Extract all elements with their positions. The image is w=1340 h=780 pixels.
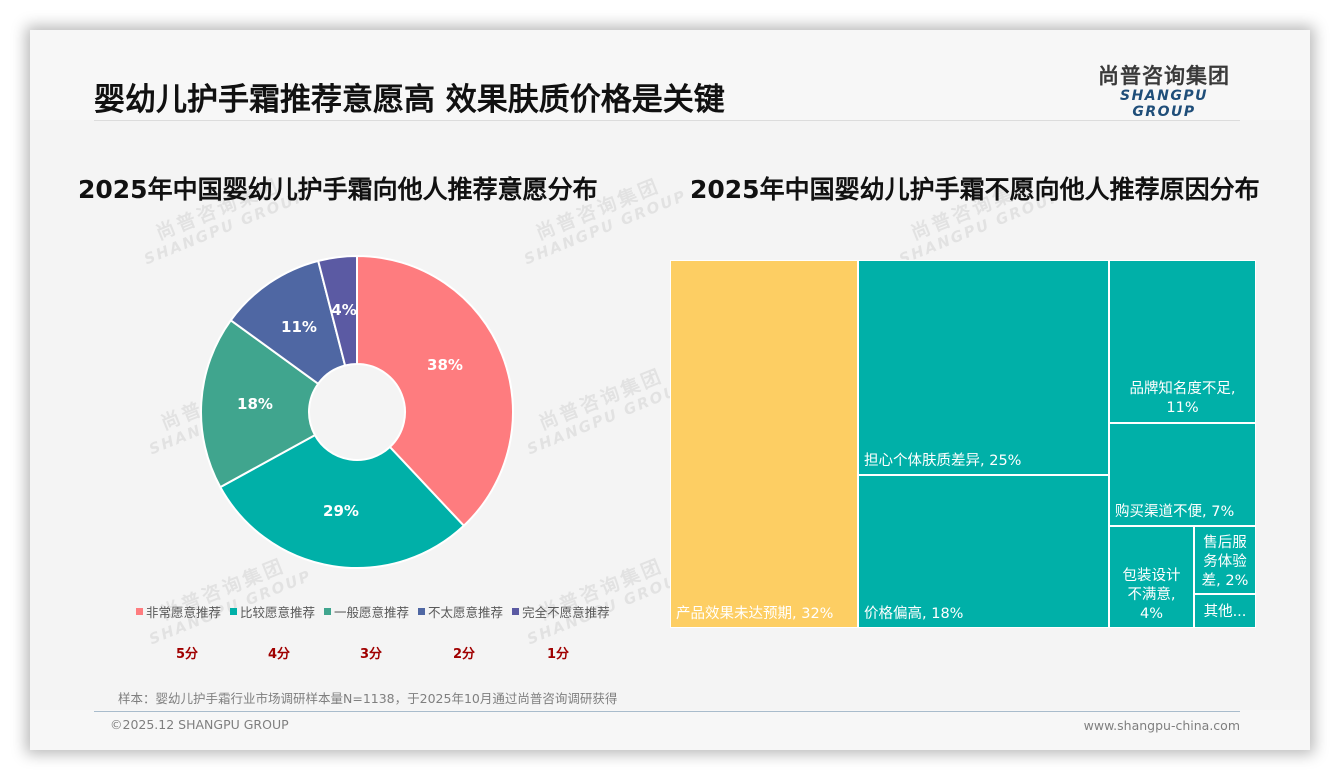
footer-band bbox=[30, 710, 1310, 750]
legend-item: 非常愿意推荐 bbox=[136, 602, 221, 621]
legend-item: 不太愿意推荐 bbox=[418, 602, 503, 621]
legend-item: 完全不愿意推荐 bbox=[512, 602, 610, 621]
score-label: 5分 bbox=[175, 647, 199, 662]
treemap-chart: 产品效果未达预期, 32% 担心个体肤质差异, 25% 价格偏高, 18% 品牌… bbox=[670, 260, 1256, 628]
title-divider bbox=[94, 120, 1240, 121]
legend-swatch-icon bbox=[136, 608, 143, 615]
score-label: 2分 bbox=[452, 647, 476, 662]
donut-slice bbox=[356, 254, 514, 528]
company-logo: 尚普咨询集团 SHANGPU GROUP bbox=[1088, 64, 1240, 120]
treemap-tile: 售后服 务体验 差, 2% bbox=[1194, 526, 1256, 594]
legend-item: 一般愿意推荐 bbox=[324, 602, 409, 621]
logo-en: SHANGPU GROUP bbox=[1120, 88, 1208, 120]
legend-swatch-icon bbox=[230, 608, 238, 615]
treemap-tile: 价格偏高, 18% bbox=[858, 475, 1109, 628]
legend-swatch-icon bbox=[418, 608, 426, 615]
logo-cn: 尚普咨询集团 bbox=[1098, 64, 1230, 88]
footer-divider bbox=[94, 711, 1240, 712]
slice-label: 4% bbox=[331, 301, 357, 319]
treemap-tile: 产品效果未达预期, 32% bbox=[670, 260, 858, 628]
donut-chart bbox=[200, 254, 514, 569]
donut-legend: 非常愿意推荐 比较愿意推荐 一般愿意推荐 不太愿意推荐 完全不愿意推荐 bbox=[136, 602, 610, 621]
treemap-tile: 包装设计 不满意, 4% bbox=[1109, 526, 1194, 628]
legend-swatch-icon bbox=[512, 608, 520, 615]
website-link: www.shangpu-china.com bbox=[1083, 718, 1240, 733]
slide: 婴幼儿护手霜推荐意愿高 效果肤质价格是关键 尚普咨询集团 SHANGPU GRO… bbox=[30, 30, 1310, 750]
treemap-chart-title: 2025年中国婴幼儿护手霜不愿向他人推荐原因分布 bbox=[690, 175, 1260, 204]
slice-label: 38% bbox=[427, 356, 463, 374]
copyright: ©2025.12 SHANGPU GROUP bbox=[110, 717, 289, 732]
slice-label: 18% bbox=[237, 395, 273, 413]
page-title: 婴幼儿护手霜推荐意愿高 效果肤质价格是关键 bbox=[94, 82, 725, 118]
header-band bbox=[30, 30, 1310, 120]
score-label: 1分 bbox=[546, 647, 570, 662]
treemap-tile: 购买渠道不便, 7% bbox=[1109, 423, 1256, 526]
score-label: 3分 bbox=[359, 647, 383, 662]
slice-label: 29% bbox=[323, 502, 359, 520]
donut-slice bbox=[316, 254, 358, 367]
donut-slice bbox=[218, 433, 466, 569]
legend-item: 比较愿意推荐 bbox=[230, 602, 315, 621]
slice-label: 11% bbox=[281, 318, 317, 336]
score-label: 4分 bbox=[267, 647, 291, 662]
treemap-tile: 担心个体肤质差异, 25% bbox=[858, 260, 1109, 475]
treemap-tile: 品牌知名度不足, 11% bbox=[1109, 260, 1256, 423]
treemap-tile: 其他... bbox=[1194, 594, 1256, 628]
sample-footnote: 样本：婴幼儿护手霜行业市场调研样本量N=1138，于2025年10月通过尚普咨询… bbox=[118, 691, 618, 706]
donut-chart-title: 2025年中国婴幼儿护手霜向他人推荐意愿分布 bbox=[78, 175, 598, 204]
legend-swatch-icon bbox=[324, 608, 332, 615]
donut-slice bbox=[229, 259, 347, 386]
donut-slice bbox=[200, 318, 320, 489]
